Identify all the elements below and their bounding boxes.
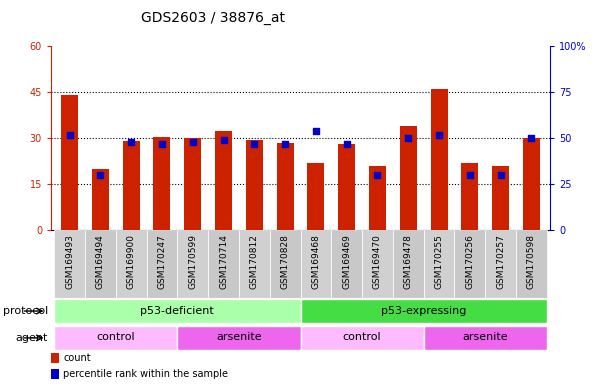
Bar (430, 89, 448, 230)
Text: p53-expressing: p53-expressing (381, 306, 466, 316)
Bar (492, 166, 509, 230)
Point (188, 139, 198, 145)
Point (342, 141, 352, 147)
Text: p53-deficient: p53-deficient (141, 306, 214, 316)
Text: GSM170599: GSM170599 (188, 234, 197, 289)
Bar (116, 230, 147, 298)
Point (403, 135, 413, 141)
Point (373, 172, 382, 178)
Point (280, 141, 290, 147)
Text: control: control (343, 333, 382, 343)
Bar (300, 230, 331, 298)
Bar (300, 326, 424, 350)
Text: control: control (96, 333, 135, 343)
Bar (61, 95, 78, 230)
Bar (308, 163, 325, 230)
Bar (462, 163, 478, 230)
Point (526, 135, 536, 141)
Text: GSM170828: GSM170828 (281, 234, 290, 289)
Text: arsenite: arsenite (462, 333, 508, 343)
Text: GSM170247: GSM170247 (157, 234, 166, 288)
Text: percentile rank within the sample: percentile rank within the sample (63, 369, 228, 379)
Bar (85, 230, 116, 298)
Bar (424, 230, 454, 298)
Bar (239, 230, 270, 298)
Point (219, 137, 228, 143)
Text: GSM169478: GSM169478 (404, 234, 413, 289)
Bar (147, 230, 177, 298)
Text: GSM170812: GSM170812 (250, 234, 259, 289)
Text: GSM169468: GSM169468 (311, 234, 320, 289)
Text: GSM170255: GSM170255 (435, 234, 444, 289)
Text: GSM170256: GSM170256 (465, 234, 474, 289)
Point (311, 128, 321, 134)
Text: GSM169900: GSM169900 (127, 234, 136, 289)
Bar (362, 230, 393, 298)
Bar (54, 326, 177, 350)
Bar (300, 299, 547, 323)
Text: GSM169493: GSM169493 (65, 234, 74, 289)
Text: GSM170714: GSM170714 (219, 234, 228, 289)
Bar (523, 138, 540, 230)
Text: arsenite: arsenite (216, 333, 261, 343)
Bar (92, 169, 109, 230)
Text: GSM169470: GSM169470 (373, 234, 382, 289)
Bar (338, 144, 355, 230)
Text: GSM169494: GSM169494 (96, 234, 105, 288)
Bar (270, 230, 300, 298)
Bar (246, 140, 263, 230)
Point (65, 131, 75, 137)
Text: GSM170257: GSM170257 (496, 234, 505, 289)
Bar (54, 230, 85, 298)
Text: GSM170598: GSM170598 (527, 234, 536, 289)
Point (465, 172, 475, 178)
Bar (177, 230, 208, 298)
Text: GSM169469: GSM169469 (342, 234, 351, 289)
Bar (276, 143, 293, 230)
Point (157, 141, 166, 147)
Bar (331, 230, 362, 298)
Point (249, 141, 259, 147)
Bar (369, 166, 386, 230)
Text: agent: agent (16, 333, 48, 343)
Bar (516, 230, 547, 298)
Bar (51, 369, 59, 379)
Bar (208, 230, 239, 298)
Text: count: count (63, 353, 91, 363)
Text: GDS2603 / 38876_at: GDS2603 / 38876_at (141, 11, 285, 25)
Bar (54, 299, 300, 323)
Point (96, 172, 105, 178)
Bar (454, 230, 485, 298)
Bar (123, 141, 139, 230)
Bar (51, 353, 59, 363)
Bar (153, 137, 171, 230)
Point (126, 139, 136, 145)
Bar (177, 326, 300, 350)
Text: protocol: protocol (3, 306, 48, 316)
Bar (424, 326, 547, 350)
Point (496, 172, 505, 178)
Bar (215, 131, 232, 230)
Bar (185, 138, 201, 230)
Bar (400, 126, 416, 230)
Bar (393, 230, 424, 298)
Point (435, 131, 444, 137)
Bar (485, 230, 516, 298)
